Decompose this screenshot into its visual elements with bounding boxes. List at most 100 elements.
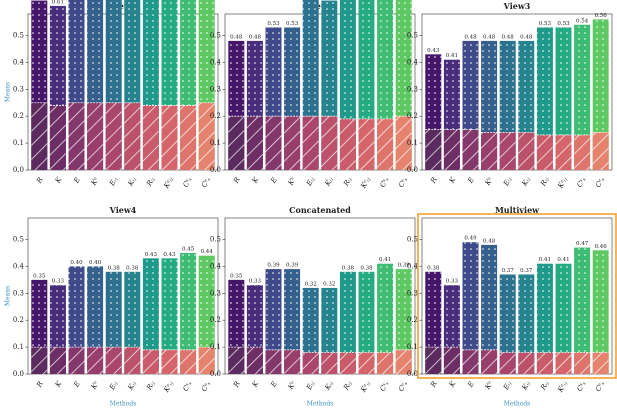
y-tick-label: 0.0	[13, 166, 24, 174]
y-tick-label: 0.2	[13, 316, 24, 324]
y-tick-label: 0.3	[13, 289, 24, 297]
value-label: 0.37	[520, 268, 533, 274]
y-tick-label: 0.4	[210, 58, 222, 66]
base-bar-pattern	[555, 352, 572, 374]
bar-pattern	[574, 247, 591, 374]
x-tick-label: E	[466, 380, 476, 389]
base-bar-pattern	[358, 118, 375, 170]
x-tick-label: K	[447, 379, 457, 389]
base-bar-pattern	[180, 349, 197, 374]
y-tick-label: 0.2	[210, 316, 221, 324]
bar-pattern	[499, 274, 516, 374]
x-tick-label: Kᵢⱼ	[520, 176, 532, 188]
base-bar-pattern	[265, 116, 282, 170]
value-label: 0.43	[427, 48, 440, 54]
panel-title: View4	[109, 205, 137, 215]
base-bar-pattern	[425, 347, 442, 374]
x-tick-label: Cˢₛ	[182, 175, 194, 188]
bar-pattern	[265, 269, 282, 374]
value-label: 0.35	[33, 273, 46, 279]
value-label: 0.38	[108, 265, 121, 271]
base-bar-pattern	[284, 349, 301, 374]
base-bar-pattern	[499, 352, 516, 374]
base-bar-pattern	[142, 105, 159, 170]
x-tick-label: R	[35, 175, 45, 185]
value-label: 0.48	[483, 34, 496, 40]
y-tick-label: 0.4	[13, 262, 25, 270]
x-tick-label: Kᵢⱼ	[323, 176, 335, 188]
x-tick-label: Cˢₛ	[379, 175, 391, 188]
value-label: 0.48	[520, 34, 533, 40]
bar-pattern	[574, 24, 591, 170]
bar-pattern	[198, 255, 215, 374]
value-label: 0.48	[483, 238, 496, 244]
value-label: 0.47	[576, 241, 589, 247]
value-label: 0.41	[539, 257, 551, 263]
y-tick-label: 0.0	[210, 166, 221, 174]
value-label: 0.46	[595, 244, 608, 250]
x-tick-label: Kᵃᵢⱼ	[162, 176, 175, 191]
x-axis-label: Methods	[110, 401, 137, 408]
value-label: 0.33	[446, 279, 459, 285]
base-bar-pattern	[161, 105, 178, 170]
value-label: 0.41	[557, 257, 569, 263]
y-tick-label: 0.4	[13, 58, 25, 66]
base-bar-pattern	[443, 347, 460, 374]
base-bar-pattern	[481, 132, 498, 170]
x-tick-label: E	[72, 176, 82, 185]
y-tick-label: 0.3	[407, 289, 418, 297]
base-bar-pattern	[49, 105, 66, 170]
base-bar-pattern	[246, 116, 263, 170]
bar-pattern	[462, 242, 479, 374]
x-tick-label: Rᵢⱼ	[539, 176, 551, 188]
base-bar-pattern	[198, 347, 215, 374]
x-tick-label: R	[232, 175, 242, 185]
x-tick-label: Eᵢⱼ	[305, 380, 317, 392]
base-bar-pattern	[161, 349, 178, 374]
x-tick-label: E	[269, 176, 279, 185]
y-tick-label: 0.5	[210, 32, 221, 40]
value-label: 0.37	[502, 268, 515, 274]
y-tick-label: 0.0	[210, 370, 221, 378]
y-tick-label: 0.1	[407, 343, 418, 351]
y-tick-label: 0.1	[407, 139, 418, 147]
y-tick-label: 0.5	[13, 32, 24, 40]
value-label: 0.40	[70, 260, 83, 266]
y-tick-label: 0.3	[407, 85, 418, 93]
bar-pattern	[555, 263, 572, 374]
y-tick-label: 0.2	[210, 112, 221, 120]
y-tick-label: 0.5	[407, 236, 418, 244]
panel-title: Concatenated	[289, 205, 351, 215]
x-tick-label: K	[250, 379, 260, 389]
y-tick-label: 0.3	[210, 289, 221, 297]
base-bar-pattern	[592, 352, 609, 374]
value-label: 0.61	[52, 0, 64, 5]
x-tick-label: E	[466, 176, 476, 185]
y-tick-label: 0.1	[13, 139, 24, 147]
x-tick-label: Rᵢⱼ	[342, 380, 354, 392]
value-label: 0.48	[502, 34, 515, 40]
base-bar-pattern	[462, 129, 479, 170]
base-bar-pattern	[180, 105, 197, 170]
base-bar-pattern	[142, 349, 159, 374]
x-tick-label: Kᵃ	[89, 176, 101, 188]
x-tick-label: R	[35, 379, 45, 389]
y-axis-label: Means	[5, 82, 12, 102]
base-bar-pattern	[574, 352, 591, 374]
y-tick-label: 0.3	[13, 85, 24, 93]
y-tick-label: 0.4	[210, 262, 222, 270]
x-tick-label: Kᵢⱼ	[126, 380, 138, 392]
y-tick-label: 0.5	[210, 236, 221, 244]
base-bar-pattern	[321, 116, 338, 170]
value-label: 0.33	[52, 279, 65, 285]
x-tick-label: E	[269, 380, 279, 389]
x-tick-label: K	[53, 175, 63, 185]
x-tick-label: R	[429, 379, 439, 389]
value-label: 0.53	[557, 21, 570, 27]
value-label: 0.54	[576, 18, 589, 24]
base-bar-pattern	[228, 347, 245, 374]
x-tick-label: Kᵃᵢⱼ	[359, 380, 372, 395]
x-tick-label: K	[53, 379, 63, 389]
base-bar-pattern	[265, 349, 282, 374]
base-bar-pattern	[228, 116, 245, 170]
